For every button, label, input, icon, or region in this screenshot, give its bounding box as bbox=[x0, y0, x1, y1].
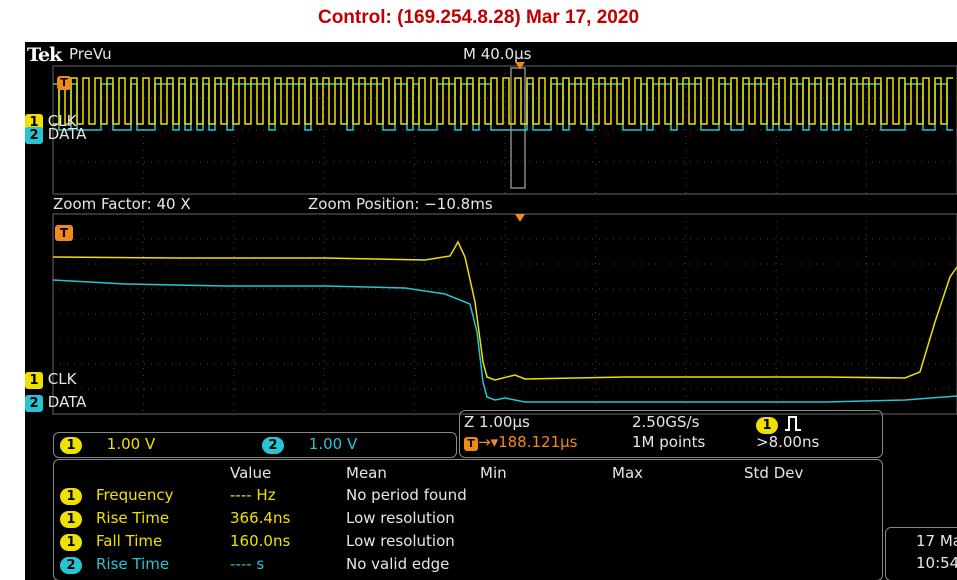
acquisition-panel[interactable]: Z 1.00µs T →▾188.121µs 2.50GS/s 1M points… bbox=[459, 410, 883, 458]
trigger-position: T →▾188.121µs bbox=[464, 433, 578, 451]
acquisition-mode: PreVu bbox=[69, 45, 112, 63]
zoom-timebase: Z 1.00µs bbox=[464, 413, 530, 431]
detail-grid bbox=[53, 214, 957, 414]
detail-ch2-marker: 2 DATA bbox=[25, 393, 86, 412]
datetime-box: 17 Ma 10:54 bbox=[885, 527, 957, 580]
zoom-window-marker bbox=[510, 67, 526, 189]
header-min: Min bbox=[480, 464, 507, 482]
header-stddev: Std Dev bbox=[744, 464, 804, 482]
trigger-source: 1 bbox=[756, 411, 803, 434]
header-max: Max bbox=[612, 464, 644, 482]
channel-scale-bar[interactable]: 1 1.00 V 2 1.00 V bbox=[53, 432, 457, 458]
detail-data-waveform bbox=[52, 279, 957, 403]
timebase-readout: M 40.0µs bbox=[463, 45, 532, 63]
overview-trigger-icon: T bbox=[57, 72, 71, 90]
measurement-row[interactable]: 1 Frequency ---- Hz No period found bbox=[60, 486, 467, 505]
measurement-table[interactable]: Value Mean Min Max Std Dev 1 Frequency -… bbox=[53, 459, 883, 580]
measurement-row[interactable]: 1 Rise Time 366.4ns Low resolution bbox=[60, 509, 455, 528]
window-title: Control: (169.254.8.28) Mar 17, 2020 bbox=[317, 7, 640, 28]
brand-logo: Tek bbox=[27, 44, 62, 66]
zoom-factor: Zoom Factor: 40 X bbox=[53, 195, 191, 213]
overview-ch1-marker: 1 CLK bbox=[25, 112, 76, 131]
overview-ch2-marker: 2 DATA bbox=[25, 125, 86, 144]
ch2-scale[interactable]: 2 1.00 V bbox=[262, 435, 357, 454]
pulse-width-trigger-icon bbox=[784, 416, 801, 431]
overview-clk-waveform bbox=[53, 77, 953, 125]
header-mean: Mean bbox=[346, 464, 387, 482]
trigger-condition: >8.00ns bbox=[756, 433, 820, 451]
detail-trigger-icon: T bbox=[55, 223, 73, 241]
detail-clk-waveform bbox=[52, 240, 957, 381]
detail-trigger-position-icon bbox=[515, 214, 525, 222]
waveform-graphics bbox=[52, 62, 957, 415]
detail-ch1-marker: 1 CLK bbox=[25, 370, 76, 389]
zoom-position: Zoom Position: −10.8ms bbox=[308, 195, 493, 213]
overview-trigger-position-icon bbox=[515, 62, 525, 69]
measurement-row[interactable]: 1 Fall Time 160.0ns Low resolution bbox=[60, 532, 455, 551]
time-readout: 10:54 bbox=[916, 554, 957, 572]
header-value: Value bbox=[230, 464, 272, 482]
sample-rate: 2.50GS/s bbox=[632, 413, 700, 431]
oscilloscope-screen: Tek PreVu M 40.0µs T 1 CLK 2 DATA Zoom F… bbox=[25, 42, 957, 580]
measurement-row[interactable]: 2 Rise Time ---- s No valid edge bbox=[60, 555, 449, 574]
date-readout: 17 Ma bbox=[916, 532, 957, 550]
detail-frame bbox=[52, 213, 957, 415]
ch1-scale[interactable]: 1 1.00 V bbox=[60, 435, 155, 454]
record-length: 1M points bbox=[632, 433, 706, 451]
